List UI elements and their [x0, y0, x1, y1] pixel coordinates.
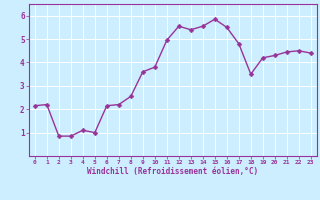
X-axis label: Windchill (Refroidissement éolien,°C): Windchill (Refroidissement éolien,°C) — [87, 167, 258, 176]
